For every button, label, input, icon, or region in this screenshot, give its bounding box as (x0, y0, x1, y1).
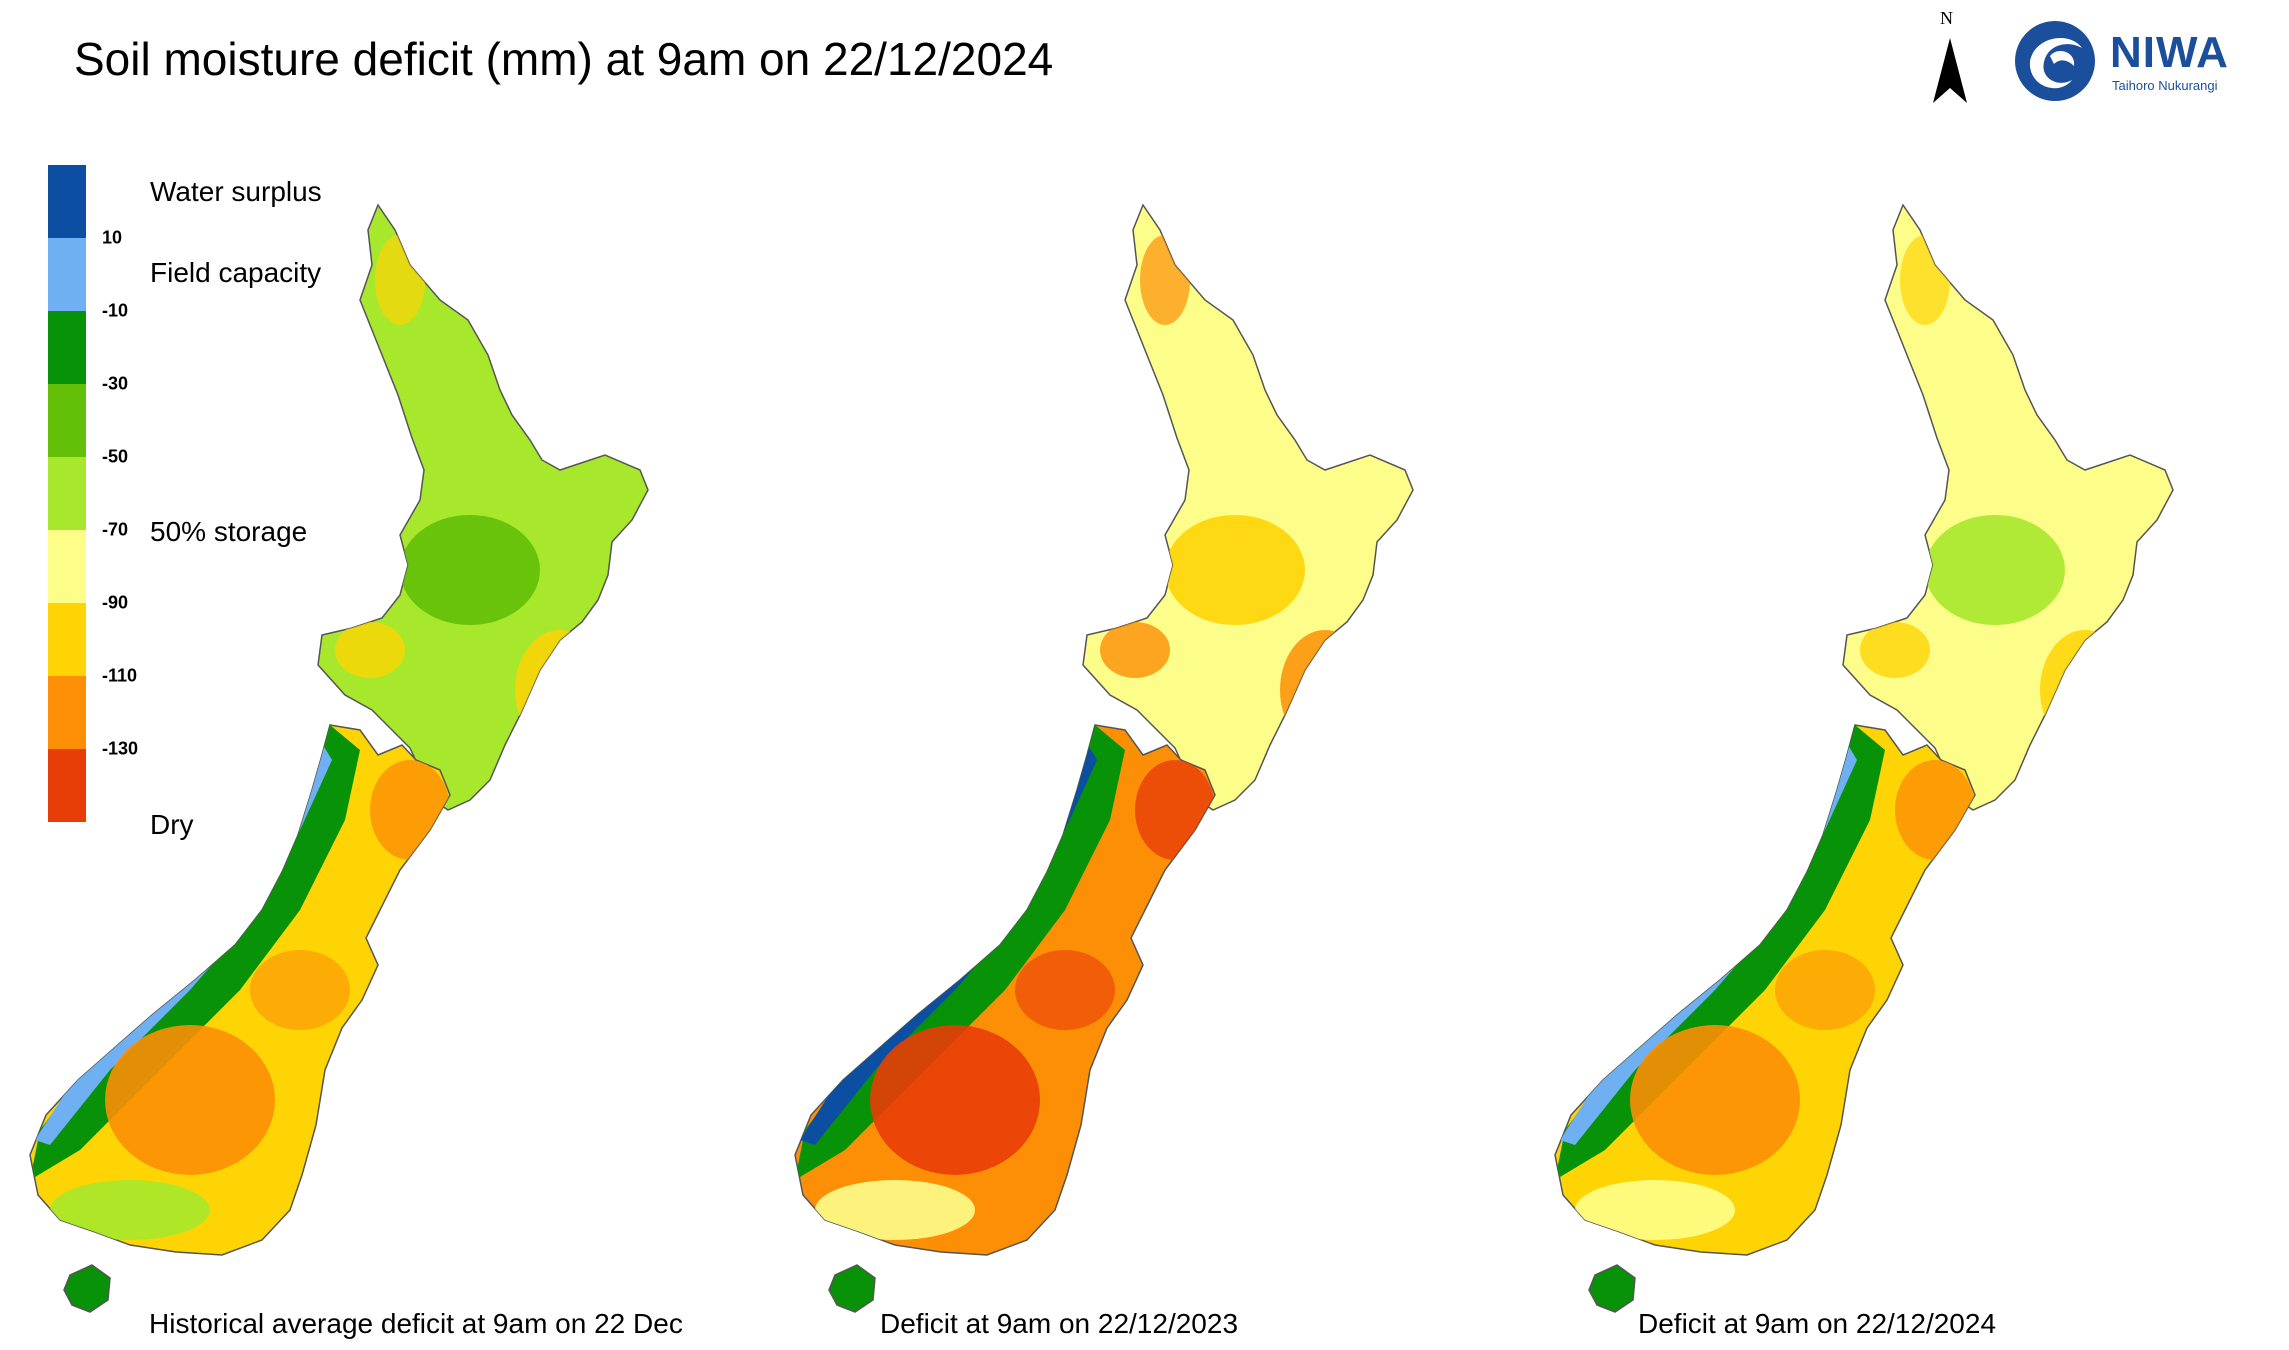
south-zone-otago (1630, 1025, 1800, 1175)
north-zone-taranaki (335, 622, 405, 678)
legend-swatch-4 (48, 457, 86, 530)
north-arrow-icon (1933, 38, 1967, 103)
south-zone-canterbury (1775, 950, 1875, 1030)
south-zone-marlborough (370, 760, 450, 860)
north-zone-northland (1140, 235, 1190, 325)
legend-swatch-5 (48, 530, 86, 603)
niwa-logo: NIWA Taihoro Nukurangi (2010, 16, 2272, 106)
stewart-island (1588, 1264, 1636, 1313)
north-zone-central (400, 515, 540, 625)
north-zone-central (1165, 515, 1305, 625)
nz-map-2023 (794, 203, 1414, 1313)
north-zone-northland (375, 235, 425, 325)
north-island (1082, 203, 1414, 811)
niwa-logo-mark-icon (2015, 21, 2095, 101)
legend-swatch-1 (48, 238, 86, 311)
legend-label-dry: Dry (150, 809, 194, 840)
south-zone-southland (815, 1180, 975, 1240)
niwa-logo-name: NIWA (2110, 28, 2229, 77)
legend-swatch-6 (48, 603, 86, 676)
legend-tick-label: -10 (102, 300, 129, 321)
north-zone-east (2040, 630, 2130, 750)
north-island (1842, 203, 2174, 811)
legend-swatch-0 (48, 165, 86, 238)
nz-map-historical (29, 203, 649, 1313)
nz-map-2024 (1554, 203, 2174, 1313)
north-zone-taranaki (1100, 622, 1170, 678)
legend-swatch-7 (48, 676, 86, 749)
map-panel-2023 (765, 170, 1505, 1313)
legend-tick-label: -70 (102, 519, 129, 540)
south-zone-otago (105, 1025, 275, 1175)
south-zone-otago (870, 1025, 1040, 1175)
south-zone-canterbury (1015, 950, 1115, 1030)
stewart-island (63, 1264, 111, 1313)
north-label: N (1940, 8, 1953, 28)
south-zone-southland (1575, 1180, 1735, 1240)
south-zone-marlborough (1135, 760, 1215, 860)
legend-tick-label: -110 (102, 665, 138, 686)
map-panel-historical (0, 170, 740, 1313)
legend-tick-label: -30 (102, 373, 129, 394)
north-zone-east (515, 630, 605, 750)
north-zone-central (1925, 515, 2065, 625)
legend: 10 -10 -30 -50 -70 -90 -110 -130 Water surplus … (48, 165, 378, 840)
page-title: Soil moisture deficit (mm) at 9am on 22/… (74, 33, 1054, 85)
north-zone-northland (1900, 235, 1950, 325)
legend-swatch-8 (48, 749, 86, 822)
legend-tick-label: -50 (102, 446, 129, 467)
legend-swatch-2 (48, 311, 86, 384)
stewart-island (828, 1264, 876, 1313)
legend-swatch-3 (48, 384, 86, 457)
map-caption-2023: Deficit at 9am on 22/12/2023 (880, 1308, 1239, 1339)
legend-tick-label: -130 (102, 738, 139, 759)
legend-label-half-storage: 50% storage (150, 516, 308, 547)
legend-label-field-capacity: Field capacity (150, 257, 322, 288)
north-island (317, 203, 649, 811)
map-panel-2024 (1525, 170, 2265, 1313)
niwa-logo-tagline: Taihoro Nukurangi (2112, 78, 2218, 93)
map-caption-2024: Deficit at 9am on 22/12/2024 (1638, 1308, 1997, 1339)
map-caption-historical: Historical average deficit at 9am on 22 … (149, 1308, 683, 1339)
south-zone-marlborough (1895, 760, 1975, 860)
south-zone-canterbury (250, 950, 350, 1030)
legend-label-surplus: Water surplus (150, 176, 322, 207)
north-zone-east (1280, 630, 1370, 750)
legend-tick-label: 10 (102, 227, 123, 248)
south-zone-southland (50, 1180, 210, 1240)
north-zone-taranaki (1860, 622, 1930, 678)
legend-tick-label: -90 (102, 592, 129, 613)
